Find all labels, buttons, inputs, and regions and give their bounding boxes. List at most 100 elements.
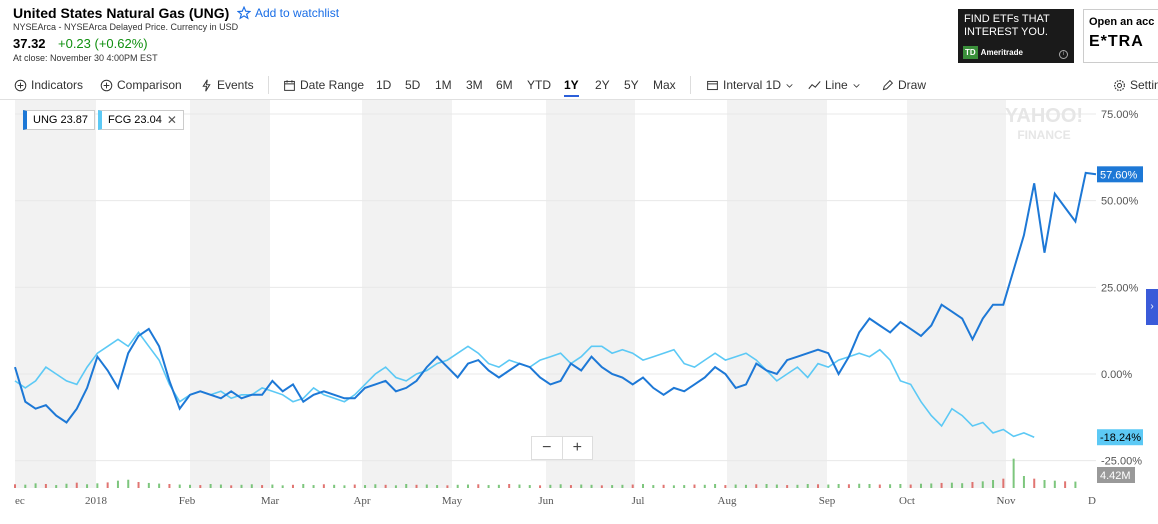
volume-bar xyxy=(971,482,974,488)
volume-bar xyxy=(878,484,881,488)
period-2y[interactable]: 2Y xyxy=(595,78,610,92)
settings-button[interactable]: Settin xyxy=(1113,78,1158,92)
volume-bar xyxy=(405,484,408,488)
ad-brand: TD Ameritrade xyxy=(963,46,1023,59)
legend-fcg[interactable]: FCG 23.04 ✕ xyxy=(98,110,184,130)
volume-bar xyxy=(55,485,58,488)
volume-bar xyxy=(158,483,161,488)
volume-bar xyxy=(981,481,984,488)
volume-bar xyxy=(477,484,480,488)
volume-bar xyxy=(281,485,284,488)
volume-bar xyxy=(806,484,809,488)
legend-fcg-label: FCG 23.04 xyxy=(108,114,162,126)
comparison-chart[interactable]: YAHOO!FINANCE 75.00% 50.00% 25.00% 0.00% -25… xyxy=(0,100,1158,524)
period-1y[interactable]: 1Y xyxy=(564,78,579,97)
month-band xyxy=(362,100,452,488)
divider xyxy=(690,76,691,94)
interval-dropdown[interactable]: Interval 1D xyxy=(706,78,794,92)
comparison-button[interactable]: Comparison xyxy=(100,78,182,92)
ad-info-icon[interactable]: i xyxy=(1059,50,1068,59)
chart-type-dropdown[interactable]: Line xyxy=(808,78,861,92)
volume-bar xyxy=(703,484,706,488)
period-5y[interactable]: 5Y xyxy=(624,78,639,92)
zoom-out-button[interactable]: − xyxy=(532,437,563,459)
indicators-button[interactable]: Indicators xyxy=(14,78,83,92)
volume-bar xyxy=(384,484,387,488)
x-tick-label: May xyxy=(442,495,463,507)
expand-panel-button[interactable]: › xyxy=(1146,289,1158,325)
events-button[interactable]: Events xyxy=(200,78,254,92)
volume-bar xyxy=(127,479,130,488)
volume-bar xyxy=(322,484,325,488)
quote-price: 37.32 xyxy=(13,36,46,51)
volume-bar xyxy=(497,484,500,488)
events-label: Events xyxy=(217,78,254,92)
interval-label: Interval 1D xyxy=(723,78,782,92)
period-1m[interactable]: 1M xyxy=(435,78,452,92)
gear-icon xyxy=(1114,79,1125,91)
volume-flag: 4.42M xyxy=(1097,467,1135,483)
period-max[interactable]: Max xyxy=(653,78,676,92)
volume-bar xyxy=(34,483,37,488)
volume-bar xyxy=(940,482,943,488)
volume-bar xyxy=(178,484,181,488)
volume-bar xyxy=(868,484,871,488)
period-3m[interactable]: 3M xyxy=(466,78,483,92)
volume-bar xyxy=(209,484,212,488)
divider xyxy=(268,76,269,94)
volume-bar xyxy=(611,485,614,488)
volume-bar xyxy=(374,484,377,488)
x-tick-label: D xyxy=(1088,495,1096,507)
volume-bar xyxy=(425,484,428,488)
close-icon[interactable]: ✕ xyxy=(166,113,177,127)
volume-bar xyxy=(528,485,531,488)
x-tick-label: Feb xyxy=(179,495,196,507)
series-line-fcg xyxy=(14,331,1035,438)
volume-bar xyxy=(930,483,933,488)
volume-bar xyxy=(466,484,469,488)
td-ameritrade-ad[interactable]: FIND ETFs THAT INTEREST YOU. TD Ameritrad… xyxy=(958,9,1074,63)
volume-bar xyxy=(817,484,820,488)
y-tick-label: 75.00% xyxy=(1101,109,1139,121)
volume-bar xyxy=(961,483,964,488)
volume-bar xyxy=(168,484,171,488)
volume-bar xyxy=(116,480,119,488)
volume-bar xyxy=(219,484,222,488)
etrade-ad[interactable]: Open an acc E*TRA xyxy=(1083,9,1158,63)
volume-bar xyxy=(796,484,799,488)
y-tick-label: -25.00% xyxy=(1101,456,1142,468)
volume-bar xyxy=(539,485,542,488)
zoom-in-button[interactable]: + xyxy=(572,439,582,456)
volume-bar xyxy=(755,484,758,488)
volume-bar xyxy=(631,484,634,488)
volume-bar xyxy=(714,484,717,488)
month-band xyxy=(190,100,270,488)
volume-bar xyxy=(889,484,892,488)
volume-bar xyxy=(436,485,439,488)
volume-bar xyxy=(147,482,150,488)
volume-bar xyxy=(590,484,593,488)
x-tick-label: Jul xyxy=(632,495,645,507)
volume-bar xyxy=(549,484,552,488)
ad-line-1: FIND ETFs THAT xyxy=(964,13,1050,25)
date-range-button[interactable]: Date Range xyxy=(283,78,364,92)
period-6m[interactable]: 6M xyxy=(496,78,513,92)
y-tick-label: 0.00% xyxy=(1101,369,1132,381)
indicators-label: Indicators xyxy=(31,78,84,92)
calendar-icon xyxy=(284,79,295,91)
period-1d[interactable]: 1D xyxy=(376,78,392,92)
volume-bar xyxy=(189,484,192,488)
chart-area[interactable]: YAHOO! FINANCE 75.00% 50.00% 25.00% 0.00% -25… xyxy=(0,100,1158,524)
volume-bar xyxy=(14,484,16,488)
volume-bar xyxy=(621,484,624,488)
period-5d[interactable]: 5D xyxy=(405,78,421,92)
exchange-info: NYSEArca - NYSEArca Delayed Price. Curre… xyxy=(13,22,239,32)
draw-label: Draw xyxy=(898,78,927,92)
draw-button[interactable]: Draw xyxy=(881,78,926,92)
quote-change: +0.23 (+0.62%) xyxy=(58,36,148,51)
volume-bar xyxy=(652,485,655,488)
add-to-watchlist-link[interactable]: Add to watchlist xyxy=(237,6,339,20)
legend-ung[interactable]: UNG 23.87 xyxy=(23,110,96,130)
settings-label: Settin xyxy=(1130,78,1158,92)
period-ytd[interactable]: YTD xyxy=(527,78,551,92)
